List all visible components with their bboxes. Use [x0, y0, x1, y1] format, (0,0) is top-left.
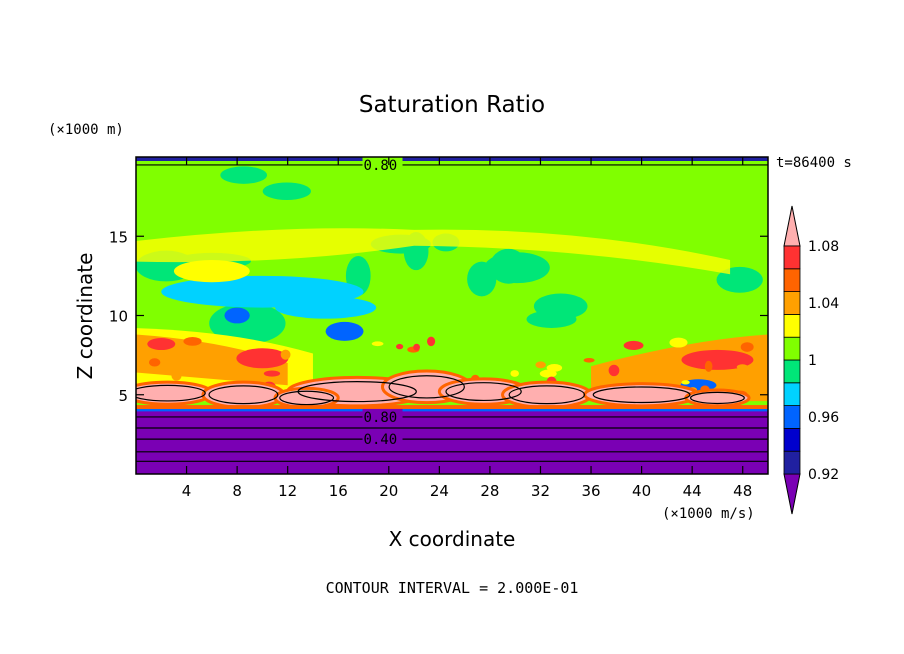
colorbar-bin: [783, 313, 801, 338]
colorbar-bin: [783, 336, 801, 361]
x-tick-label: 40: [632, 482, 651, 500]
contour-line: [136, 384, 206, 402]
contour-label-bg: [362, 408, 403, 424]
x-axis-label: X coordinate: [389, 527, 516, 551]
field-patch: [650, 366, 671, 376]
x-tick-label: 16: [329, 482, 348, 500]
field-patch: [171, 370, 182, 381]
colorbar-tick-label: 1.04: [808, 296, 839, 312]
x-tick-label: 12: [278, 482, 297, 500]
field-patch: [183, 337, 202, 346]
field-patch: [223, 364, 233, 373]
field-patch: [136, 409, 768, 413]
colorbar-bin: [783, 382, 801, 406]
contour-line: [508, 385, 586, 405]
field-patch: [546, 364, 563, 372]
colorbar-arrow-high: [783, 205, 801, 247]
x-tick-label: 8: [232, 482, 242, 500]
colorbar-bin: [783, 427, 801, 452]
field-patch: [280, 349, 291, 360]
field-patch: [275, 296, 377, 319]
contour-interval-footer: CONTOUR INTERVAL = 2.000E-01: [326, 579, 579, 597]
x-axis: 4 8 12 16 20 24 28 32 36 40 44 48: [182, 157, 752, 500]
field-patch: [669, 337, 688, 348]
colorbar-bin: [783, 450, 801, 475]
plot-area: 0.80 0.80 0.40: [136, 157, 768, 474]
x-unit-label: (×1000 m/s): [662, 506, 755, 522]
contour-label-bg: [362, 431, 403, 447]
field-patch: [681, 349, 754, 370]
contour-label-bg: [362, 157, 403, 172]
field-patch: [396, 343, 404, 350]
contour-label: 0.40: [364, 432, 398, 448]
contour-line: [208, 385, 279, 405]
colorbar-tick-label: 1.08: [808, 239, 839, 255]
field-patch: [173, 260, 250, 283]
colorbar-bin: [783, 268, 801, 292]
field-patch: [736, 364, 749, 370]
y-unit-label: (×1000 m): [48, 122, 124, 138]
field-patch: [149, 358, 161, 367]
colorbar-bin: [783, 245, 801, 270]
field-patch: [136, 405, 768, 411]
field-patch: [681, 380, 690, 385]
colorbar-arrow-low: [783, 473, 801, 515]
field-patch: [263, 370, 281, 377]
colorbar-bin: [783, 405, 801, 429]
x-tick-label: 44: [683, 482, 702, 500]
field-patch: [535, 361, 546, 369]
y-tick-label: 15: [109, 228, 128, 246]
field-patch: [262, 182, 311, 200]
field-patch: [413, 343, 420, 351]
colorbar-bin: [783, 291, 801, 315]
x-tick-label: 28: [480, 482, 499, 500]
colorbar-tick-label: 0.96: [808, 410, 839, 426]
contour-line: [445, 382, 522, 402]
contour-label: 0.80: [364, 158, 398, 174]
field-patch: [325, 321, 364, 341]
y-axis: 5 10 15: [109, 228, 768, 405]
x-tick-label: 48: [733, 482, 752, 500]
field-patch: [583, 357, 595, 363]
field-patch: [608, 364, 620, 377]
contour-label: 0.80: [364, 410, 398, 426]
y-tick-label: 5: [118, 387, 128, 405]
field-patch: [704, 360, 713, 372]
field-patch: [136, 228, 731, 275]
field-patch: [623, 340, 644, 350]
x-tick-label: 24: [430, 482, 449, 500]
field-patch: [533, 293, 588, 320]
field-patch: [224, 307, 250, 324]
field-patch: [539, 369, 557, 378]
y-axis-label: Z coordinate: [73, 253, 97, 380]
saturation-field: [136, 157, 768, 474]
x-tick-label: 20: [379, 482, 398, 500]
field-patch: [484, 252, 550, 284]
contour-line: [689, 391, 745, 405]
field-patch: [371, 341, 384, 347]
field-patch: [220, 166, 268, 184]
contour-line: [592, 386, 691, 404]
colorbar-bin: [783, 359, 801, 384]
contour-lines: [136, 164, 768, 462]
field-patch: [740, 342, 754, 352]
contour-line: [279, 390, 335, 406]
colorbar: 0.92 0.96 1 1.04 1.08: [783, 205, 839, 515]
colorbar-tick-label: 1: [808, 353, 817, 369]
colorbar-tick-label: 0.92: [808, 467, 839, 483]
field-patch: [510, 370, 519, 377]
field-patch: [147, 338, 176, 351]
contour-line: [388, 375, 465, 399]
x-tick-label: 4: [182, 482, 192, 500]
field-patch: [427, 336, 436, 347]
y-tick-label: 10: [109, 308, 128, 326]
field-patch: [136, 157, 768, 161]
field-patch: [136, 411, 768, 474]
time-label: t=86400 s: [776, 155, 852, 171]
chart-title: Saturation Ratio: [359, 92, 545, 118]
x-tick-label: 36: [581, 482, 600, 500]
field-patch: [236, 348, 289, 369]
x-tick-label: 32: [531, 482, 550, 500]
